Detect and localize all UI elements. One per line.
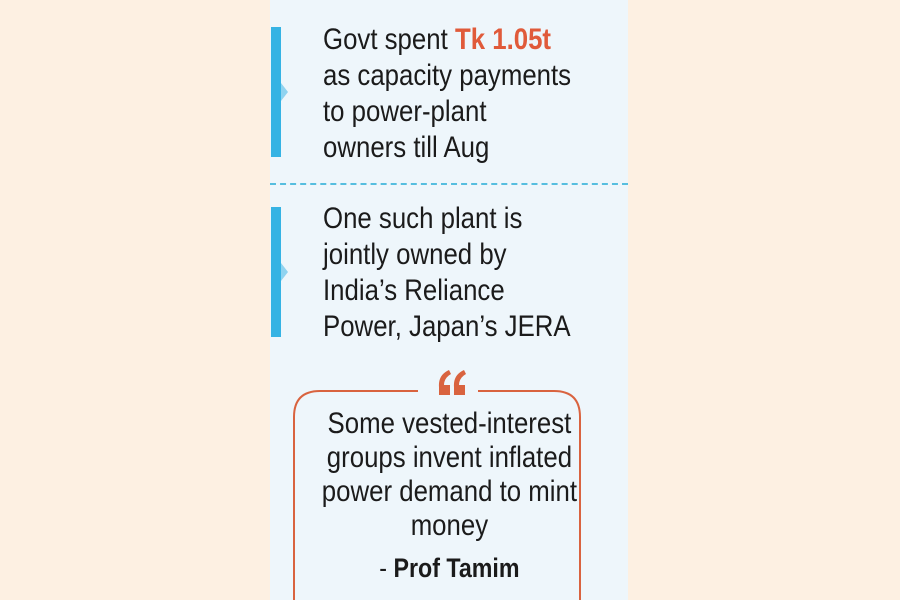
point-line: owners till Aug bbox=[323, 131, 490, 164]
quote-line: money bbox=[410, 509, 489, 542]
point-highlight: Tk 1.05t bbox=[454, 23, 552, 56]
point: Govt spent Tk 1.05t as capacity payments… bbox=[323, 22, 571, 166]
point-line: Power, Japan’s JERA bbox=[323, 310, 571, 343]
quote-line: Some vested-interest bbox=[327, 407, 572, 440]
accent-bar bbox=[271, 27, 281, 157]
quote-frame bbox=[293, 370, 581, 600]
quote-line: groups invent inflated bbox=[326, 441, 573, 474]
panel: Govt spent Tk 1.05t as capacity payments… bbox=[270, 0, 628, 600]
accent-notch bbox=[281, 263, 288, 281]
point-line: to power-plant bbox=[323, 95, 487, 128]
attribution-line: - Prof Tamim bbox=[295, 551, 603, 585]
quote-border bbox=[293, 390, 581, 600]
quote-icon bbox=[438, 370, 466, 395]
accent-notch bbox=[281, 83, 288, 101]
attribution-mark: - bbox=[379, 553, 388, 583]
point-line: India’s Reliance bbox=[323, 274, 505, 307]
point-line: jointly owned by bbox=[323, 238, 507, 271]
point-line: One such plant is bbox=[323, 202, 523, 235]
point-line: Govt spent Tk 1.05t bbox=[323, 22, 571, 58]
divider bbox=[270, 183, 628, 185]
attribution: Prof Tamim bbox=[393, 553, 520, 583]
quote: Some vested-interest groups invent infla… bbox=[295, 407, 603, 585]
point-lead: Govt spent bbox=[323, 23, 448, 56]
accent-bar bbox=[271, 207, 281, 337]
point: One such plant is jointly owned by India… bbox=[323, 201, 571, 345]
quote-line: power demand to mint bbox=[321, 475, 578, 508]
point-line: as capacity payments bbox=[323, 59, 572, 92]
